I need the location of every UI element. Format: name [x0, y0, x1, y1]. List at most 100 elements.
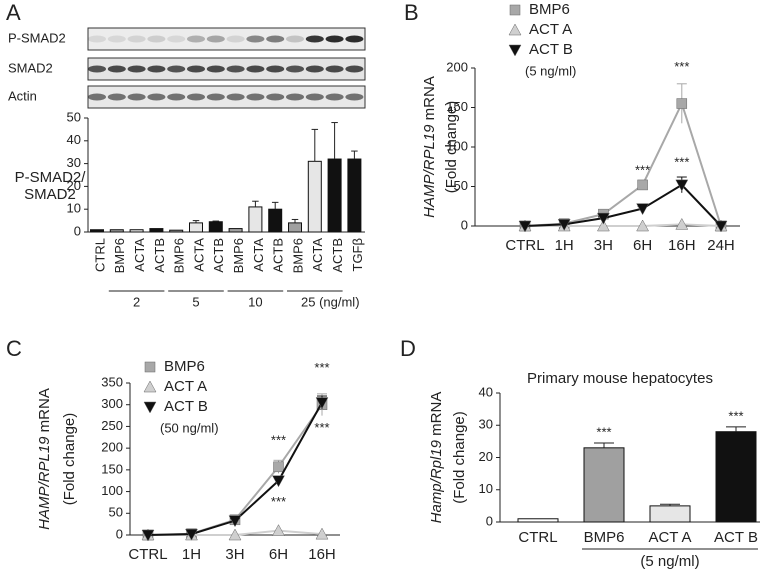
y-tick-label: 40 — [479, 384, 493, 399]
annotation: *** — [728, 408, 743, 423]
y-tick-label: 20 — [67, 178, 81, 193]
x-tick-label: ACTB — [271, 238, 286, 273]
bar — [583, 447, 625, 523]
y-tick-label: 30 — [67, 155, 81, 170]
marker — [637, 179, 648, 191]
series-line — [525, 223, 722, 227]
x-tick-label: 3H — [225, 546, 244, 563]
marker — [596, 219, 610, 232]
y-label-unit: mRNA — [421, 76, 438, 120]
bar — [268, 208, 283, 233]
blot-band — [107, 65, 126, 73]
panel-letter: D — [400, 336, 416, 361]
blot-band — [147, 93, 166, 101]
y-label-unit: mRNA — [428, 392, 445, 436]
x-tick-label: CTRL — [128, 546, 167, 563]
y-tick-label: 100 — [446, 138, 468, 153]
series-line — [524, 183, 722, 227]
legend-marker — [144, 361, 156, 373]
y-tick-label: 150 — [446, 99, 468, 114]
y-tick-label: 0 — [461, 217, 468, 232]
x-tick-label: 1H — [182, 546, 201, 563]
y-tick-label: 200 — [446, 59, 468, 74]
y-tick-label: 20 — [479, 449, 493, 464]
x-tick-label: ACTA — [132, 238, 147, 272]
x-tick-label: BMP6 — [290, 238, 305, 273]
marker — [675, 179, 689, 192]
legend-marker — [143, 380, 157, 393]
bar — [715, 431, 757, 523]
group-label: 2 — [133, 294, 140, 309]
y-tick-label: 250 — [101, 418, 123, 433]
x-tick-label: BMP6 — [231, 238, 246, 273]
blot-band — [127, 35, 146, 43]
blot-band — [187, 35, 205, 43]
marker — [315, 527, 329, 540]
blot-band — [88, 93, 106, 101]
legend-note: (50 ng/ml) — [160, 420, 219, 435]
bar — [189, 222, 203, 233]
x-tick-label: 16H — [668, 237, 696, 254]
x-tick-label: ACTB — [211, 238, 226, 273]
y-label-gene: HAMP/RPL19 — [36, 436, 53, 530]
annotation: *** — [635, 162, 650, 177]
blot-band — [286, 65, 304, 73]
y-label-unit: mRNA — [36, 388, 53, 432]
blot-band — [266, 65, 285, 73]
blot-band — [167, 65, 186, 73]
blot-band — [107, 93, 126, 101]
blot-band — [345, 65, 364, 73]
y-axis-label: Hamp/Rpl19 mRNA — [428, 392, 445, 524]
x-tick-label: BMP6 — [112, 238, 127, 273]
y-tick-label: 10 — [479, 481, 493, 496]
panel-letter: A — [6, 0, 21, 25]
bar — [129, 229, 144, 233]
bar — [228, 228, 243, 233]
x-tick-label: 16H — [308, 546, 336, 563]
blot-band — [266, 35, 285, 43]
y-axis-label: HAMP/RPL19 mRNA — [421, 76, 438, 218]
x-tick-label: 6H — [269, 546, 288, 563]
x-tick-label: ACTB — [330, 238, 345, 273]
blot: P-SMAD2 SMAD2 Actin — [8, 27, 366, 109]
y-axis-label: SMAD2 — [24, 186, 76, 203]
bar — [90, 229, 104, 233]
bar — [149, 228, 164, 233]
blot-band — [345, 35, 364, 43]
legend-marker — [508, 44, 522, 57]
group-label: 25 (ng/ml) — [301, 294, 360, 309]
chart-title: Primary mouse hepatocytes — [527, 370, 713, 387]
blot-band — [305, 93, 324, 101]
legend-marker — [508, 23, 522, 36]
y-tick-label: 50 — [454, 178, 468, 193]
y-tick-label: 10 — [67, 201, 81, 216]
y-label-gene: HAMP/RPL19 — [421, 124, 438, 218]
marker — [518, 220, 532, 233]
blot-band — [127, 65, 146, 73]
y-tick-label: 350 — [101, 374, 123, 389]
x-tick-label: ACTA — [310, 238, 325, 272]
legend-label: BMP6 — [529, 1, 570, 18]
y-tick-label: 40 — [67, 132, 81, 147]
blot-band — [88, 65, 106, 73]
marker — [636, 219, 650, 232]
blot-band — [305, 35, 324, 43]
x-tick-label: 24H — [707, 237, 735, 254]
marker — [675, 217, 689, 230]
blot-band — [286, 93, 304, 101]
y-tick-label: 0 — [486, 513, 493, 528]
bar — [307, 160, 322, 233]
blot-band — [127, 93, 146, 101]
annotation: *** — [674, 59, 689, 74]
annotation: *** — [271, 494, 286, 509]
y-axis-label: HAMP/RPL19 mRNA — [36, 388, 53, 530]
blot-band — [206, 65, 225, 73]
legend-label: BMP6 — [164, 358, 205, 375]
marker — [714, 220, 728, 233]
legend-label: ACT A — [164, 378, 207, 395]
marker — [273, 461, 284, 473]
bar — [649, 505, 691, 523]
x-tick-label: ACT B — [714, 529, 758, 546]
group-label: (5 ng/ml) — [640, 553, 699, 570]
